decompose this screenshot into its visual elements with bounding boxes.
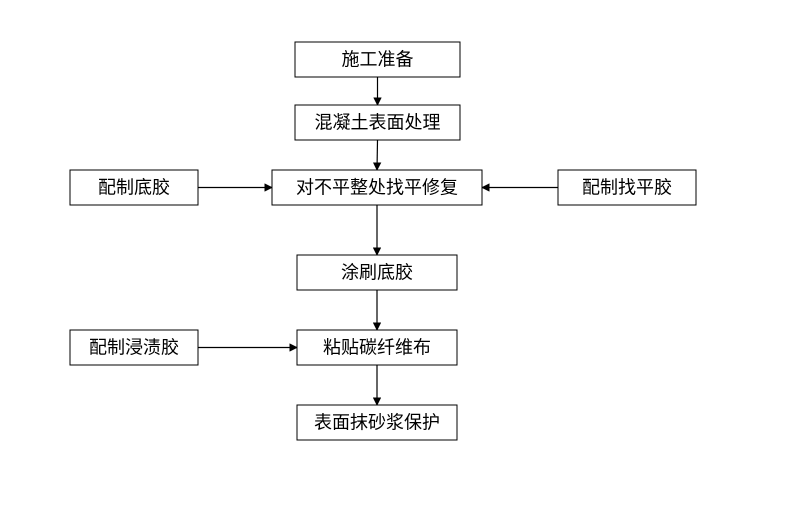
node-n5-label: 粘贴碳纤维布 bbox=[323, 338, 431, 358]
node-n2: 混凝土表面处理 bbox=[295, 105, 460, 140]
edge-n2-n3 bbox=[377, 140, 378, 170]
node-n1: 施工准备 bbox=[295, 42, 460, 77]
node-n3-label: 对不平整处找平修复 bbox=[296, 178, 458, 198]
node-s3-label: 配制浸渍胶 bbox=[89, 338, 179, 358]
node-n2-label: 混凝土表面处理 bbox=[315, 113, 441, 133]
node-n4-label: 涂刷底胶 bbox=[341, 263, 413, 283]
node-s1: 配制底胶 bbox=[70, 170, 198, 205]
node-n6-label: 表面抹砂浆保护 bbox=[314, 413, 440, 433]
node-n6: 表面抹砂浆保护 bbox=[297, 405, 457, 440]
node-s1-label: 配制底胶 bbox=[98, 178, 170, 198]
node-s3: 配制浸渍胶 bbox=[70, 330, 198, 365]
node-s2-label: 配制找平胶 bbox=[582, 178, 672, 198]
node-n1-label: 施工准备 bbox=[342, 50, 414, 70]
node-n4: 涂刷底胶 bbox=[297, 255, 457, 290]
flowchart-canvas: 施工准备混凝土表面处理对不平整处找平修复涂刷底胶粘贴碳纤维布表面抹砂浆保护 配制底… bbox=[0, 0, 800, 530]
node-n5: 粘贴碳纤维布 bbox=[297, 330, 457, 365]
node-n3: 对不平整处找平修复 bbox=[272, 170, 482, 205]
node-s2: 配制找平胶 bbox=[558, 170, 696, 205]
